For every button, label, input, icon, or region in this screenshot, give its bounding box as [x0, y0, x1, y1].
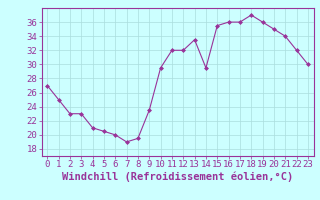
- X-axis label: Windchill (Refroidissement éolien,°C): Windchill (Refroidissement éolien,°C): [62, 172, 293, 182]
